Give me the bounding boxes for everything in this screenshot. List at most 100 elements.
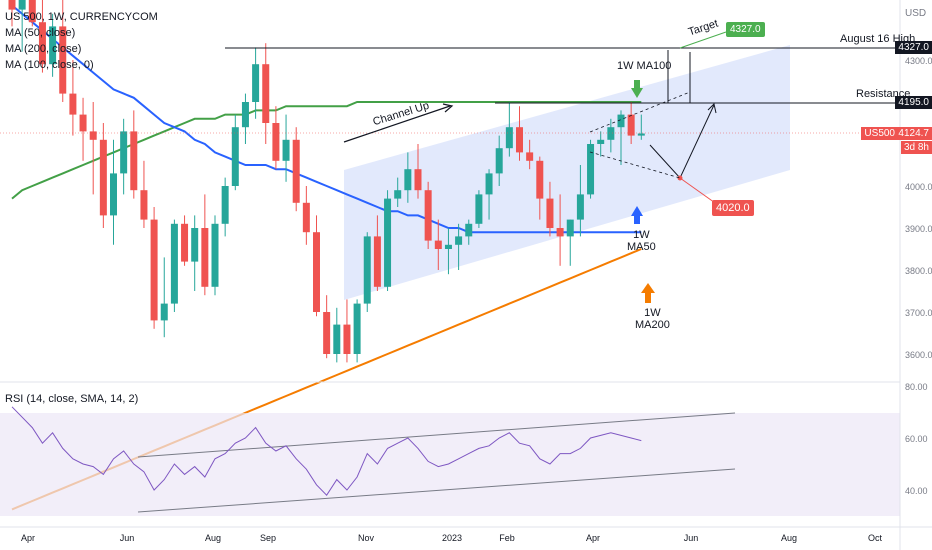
time-tick-label: Apr [586, 533, 600, 543]
candle-body [516, 127, 523, 153]
price-tick-label: 3700.0 [905, 308, 932, 318]
candle-body [130, 131, 138, 191]
candle-body [566, 219, 574, 237]
candle-body [637, 133, 645, 136]
legend-ma50[interactable]: MA (50, close) [5, 27, 76, 39]
candle-body [363, 236, 371, 304]
candle-body [18, 0, 26, 10]
candle-body [384, 198, 392, 287]
candle-body [576, 194, 584, 220]
symbol-title: US 500, 1W, CURRENCYCOM [5, 11, 158, 23]
candle-body [505, 127, 513, 149]
candle-body [59, 26, 67, 94]
price-tick-label: 3800.0 [905, 266, 932, 276]
candle-body [201, 228, 209, 287]
candle-body [404, 169, 412, 191]
support-line [679, 177, 719, 206]
time-tick-label: Aug [781, 533, 797, 543]
candle-body [414, 169, 422, 191]
candle-body [110, 173, 117, 216]
candle-body [252, 64, 260, 102]
candle-body [546, 198, 554, 228]
candle-body [241, 102, 249, 128]
target-line [679, 31, 727, 49]
last-price-tag: 4124.7 [895, 127, 932, 140]
candle-body [394, 190, 402, 199]
candle-body [160, 303, 168, 321]
ma50-arrow [631, 206, 643, 216]
candle-body [170, 223, 178, 304]
candle-body [211, 223, 219, 287]
ma100-label: 1W MA100 [617, 60, 672, 72]
time-tick-label: Oct [868, 533, 883, 543]
rsi-tick-label: 60.00 [905, 434, 928, 444]
candle-body [150, 219, 158, 321]
candle-body [191, 228, 199, 262]
candle-body [79, 114, 87, 132]
candle-body [627, 114, 635, 136]
candle-body [28, 0, 36, 23]
last-symbol-tag: US500 [861, 127, 898, 140]
rsi-channel-top [137, 412, 736, 458]
candle-body [617, 114, 625, 128]
time-tick-label: Feb [499, 533, 515, 543]
ma200-arrow-stem [645, 292, 651, 303]
legend-ma200[interactable]: MA (200, close) [5, 43, 82, 55]
candle-body [38, 22, 46, 65]
candle-body [99, 139, 107, 216]
channel-up-arrow [343, 105, 451, 143]
rsi-tick-label: 40.00 [905, 486, 928, 496]
candle-body [485, 173, 493, 195]
candle-body [597, 139, 605, 144]
candle-body [465, 223, 473, 237]
candle-body [536, 160, 544, 199]
price-tick-label: 3900.0 [905, 224, 932, 234]
ma50-arrow-stem [634, 215, 640, 224]
candle-body [373, 236, 381, 287]
rsi-tick-label: 80.00 [905, 382, 928, 392]
time-tick-label: Jun [684, 533, 699, 543]
candle-body [455, 236, 463, 245]
candle-body [313, 232, 320, 312]
candle-body [424, 190, 432, 241]
ma200-label: 1W MA200 [635, 307, 670, 331]
candle-body [302, 202, 310, 233]
price-tick-label: 3600.0 [905, 350, 932, 360]
legend-ma100[interactable]: MA (100, close, 0) [5, 59, 94, 71]
candle-body [181, 223, 189, 262]
candle-body [607, 127, 615, 140]
candle-body [282, 139, 290, 161]
candle-body [292, 139, 300, 203]
support-value-box: 4020.0 [712, 200, 754, 216]
countdown-tag: 3d 8h [900, 141, 932, 154]
candle-body [221, 186, 229, 224]
candle-body [475, 194, 483, 224]
resistance-tag: 4195.0 [895, 96, 932, 109]
candle-body [343, 324, 351, 354]
candle-body [495, 148, 503, 174]
ma50-line [11, 4, 642, 234]
candle-body [120, 131, 128, 174]
time-tick-label: Jun [120, 533, 135, 543]
rsi-line [11, 406, 642, 496]
candle-body [8, 0, 16, 10]
ma200-arrow [641, 283, 655, 293]
time-tick-label: 2023 [442, 533, 462, 543]
candle-body [323, 312, 331, 354]
time-tick-label: Nov [358, 533, 375, 543]
candle-body [231, 127, 239, 186]
price-tick-label: 4300.0 [905, 56, 932, 66]
time-tick-label: Aug [205, 533, 221, 543]
candle-body [434, 240, 442, 249]
currency-label: USD [905, 8, 927, 19]
candle-body [49, 26, 57, 65]
ma100-line [11, 101, 642, 200]
candle-body [353, 303, 361, 354]
rsi-channel-bottom [137, 468, 736, 513]
rsi-band [0, 413, 900, 516]
august-high-tag: 4327.0 [895, 41, 932, 54]
rsi-label[interactable]: RSI (14, close, SMA, 14, 2) [5, 393, 139, 405]
candle-body [444, 244, 452, 249]
target-value-box: 4327.0 [726, 22, 765, 37]
